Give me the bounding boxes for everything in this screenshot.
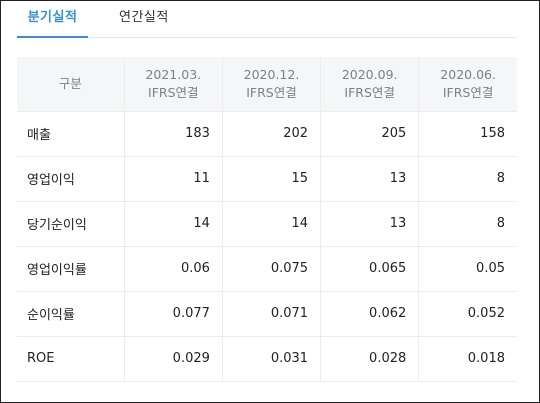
table-row: 당기순이익 14 14 13 8 xyxy=(17,201,517,247)
table-row: 영업이익률 0.06 0.075 0.065 0.05 xyxy=(17,246,517,292)
table-row: 영업이익 11 15 13 8 xyxy=(17,156,517,202)
cell-value: 0.06 xyxy=(124,246,223,292)
row-label: 영업이익 xyxy=(17,156,125,202)
table-row: ROE 0.029 0.031 0.028 0.018 xyxy=(17,336,517,382)
period-basis: IFRS연결 xyxy=(148,84,199,100)
cell-value: 13 xyxy=(320,201,420,247)
cell-value: 14 xyxy=(222,201,322,247)
table-row: 순이익률 0.077 0.071 0.062 0.052 xyxy=(17,291,517,337)
header-period: 2020.12. IFRS연결 xyxy=(222,57,322,112)
period-date: 2020.06. xyxy=(440,66,496,82)
header-period: 2021.03. IFRS연결 xyxy=(124,57,223,112)
row-label: 당기순이익 xyxy=(17,201,125,247)
cell-value: 13 xyxy=(320,156,420,202)
period-date: 2020.12. xyxy=(243,66,300,82)
cell-value: 14 xyxy=(124,201,223,247)
cell-value: 0.052 xyxy=(418,291,517,337)
cell-value: 0.029 xyxy=(124,336,223,382)
cell-value: 183 xyxy=(124,111,223,157)
tab-annual[interactable]: 연간실적 xyxy=(119,10,169,25)
financial-table: 구분 2021.03. IFRS연결 2020.12. IFRS연결 2020.09… xyxy=(17,57,517,382)
row-label: 매출 xyxy=(17,111,125,157)
cell-value: 8 xyxy=(418,201,517,247)
cell-value: 158 xyxy=(418,111,517,157)
cell-value: 15 xyxy=(222,156,322,202)
cell-value: 8 xyxy=(418,156,517,202)
cell-value: 0.071 xyxy=(222,291,322,337)
cell-value: 0.028 xyxy=(320,336,420,382)
cell-value: 0.077 xyxy=(124,291,223,337)
period-date: 2021.03. xyxy=(145,66,202,82)
row-label: 순이익률 xyxy=(17,291,125,337)
period-basis: IFRS연결 xyxy=(344,84,395,100)
table-row: 매출 183 202 205 158 xyxy=(17,111,517,157)
cell-value: 0.031 xyxy=(222,336,322,382)
header-period: 2020.06. IFRS연결 xyxy=(418,57,517,112)
row-label: ROE xyxy=(17,336,125,382)
header-period: 2020.09. IFRS연결 xyxy=(320,57,420,112)
header-category: 구분 xyxy=(17,57,125,112)
cell-value: 0.05 xyxy=(418,246,517,292)
period-basis: IFRS연결 xyxy=(442,84,494,100)
period-date: 2020.09. xyxy=(341,66,398,82)
table-header-row: 구분 2021.03. IFRS연결 2020.12. IFRS연결 2020.09… xyxy=(17,57,517,112)
cell-value: 205 xyxy=(320,111,420,157)
tab-quarterly[interactable]: 분기실적 xyxy=(17,9,88,38)
cell-value: 0.018 xyxy=(418,336,517,382)
cell-value: 11 xyxy=(124,156,223,202)
row-label: 영업이익률 xyxy=(17,246,125,292)
cell-value: 202 xyxy=(222,111,322,157)
tab-bar: 분기실적 연간실적 xyxy=(17,0,517,38)
cell-value: 0.062 xyxy=(320,291,420,337)
cell-value: 0.065 xyxy=(320,246,420,292)
cell-value: 0.075 xyxy=(222,246,322,292)
period-basis: IFRS연결 xyxy=(246,84,297,100)
